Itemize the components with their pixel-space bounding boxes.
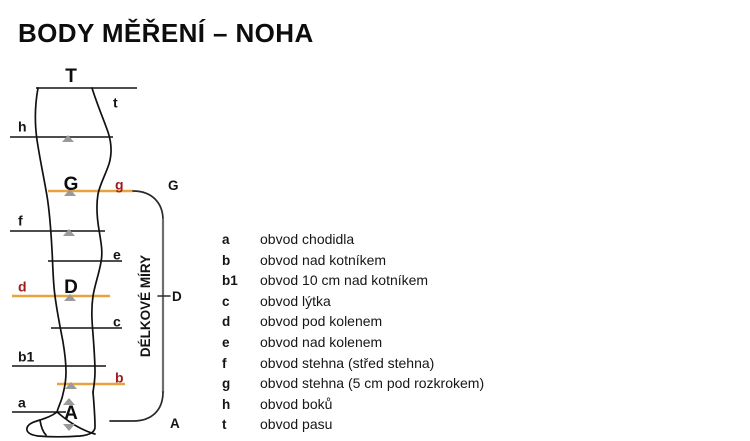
label-t: t <box>113 95 118 111</box>
legend-row: g obvod stehna (5 cm pod rozkrokem) <box>222 375 522 396</box>
legend-desc-b: obvod nad kotníkem <box>260 251 387 268</box>
bracket-labels: G D A <box>168 178 182 431</box>
marker-triangle-d <box>64 294 76 301</box>
label-g: g <box>115 177 124 193</box>
marker-triangle-g <box>64 189 76 196</box>
page-title: BODY MĚŘENÍ – NOHA <box>18 18 314 48</box>
inner-label-T: T <box>65 66 77 87</box>
inner-label-D: D <box>64 277 78 298</box>
legend-key-b1: b1 <box>222 273 238 289</box>
legend-key-b: b <box>222 252 231 268</box>
leg-outline-left <box>34 87 67 413</box>
bracket-label-G: G <box>168 178 179 193</box>
legend-row: c obvod lýtka <box>222 293 522 314</box>
leg-outline <box>26 87 112 438</box>
legend-row: d obvod pod kolenem <box>222 313 522 334</box>
legend-desc-d: obvod pod kolenem <box>260 313 383 330</box>
marker-triangle-b <box>65 382 77 389</box>
legend-desc-h: obvod boků <box>260 395 333 412</box>
legend-desc-g: obvod stehna (5 cm pod rozkrokem) <box>260 375 485 392</box>
legend-row: a obvod chodidla <box>222 231 522 252</box>
legend-desc-b1: obvod 10 cm nad kotníkem <box>260 272 429 289</box>
label-b: b <box>115 370 124 386</box>
label-e: e <box>113 247 121 263</box>
legend-key-t: t <box>222 417 227 433</box>
legend-desc-a: obvod chodidla <box>260 231 355 247</box>
toe-line <box>39 419 47 436</box>
marker-triangle-f <box>63 229 75 236</box>
legend-key-h: h <box>222 396 231 412</box>
legend-list: a obvod chodidla b obvod nad kotníkem b1 obvo… <box>222 231 522 437</box>
legend-key-g: g <box>222 376 231 392</box>
left-labels: h f d b1 a <box>18 119 35 411</box>
legend-desc-e: obvod nad kolenem <box>260 333 383 350</box>
legend-key-e: e <box>222 334 230 350</box>
bracket-label-A: A <box>170 416 180 431</box>
legend-desc-f: obvod stehna (střed stehna) <box>260 354 435 371</box>
bracket-label-D: D <box>172 289 182 304</box>
legend-key-c: c <box>222 293 230 309</box>
legend-desc-c: obvod lýtka <box>260 292 331 309</box>
legend-row: h obvod boků <box>222 396 522 417</box>
inner-labels: T G D A <box>64 66 79 424</box>
bracket-top-curve <box>132 190 164 221</box>
leg-outline-right <box>91 87 112 393</box>
length-measure-bracket <box>109 190 171 422</box>
marker-triangle-a-down <box>63 424 75 431</box>
bracket-caption: DÉLKOVÉ MÍRY <box>138 255 153 357</box>
bracket-bottom-curve <box>109 391 164 422</box>
marker-triangle-a-up <box>63 398 75 405</box>
label-f: f <box>18 213 23 229</box>
direction-markers <box>62 135 77 431</box>
legend-key-f: f <box>222 355 227 371</box>
legend-row: b obvod nad kotníkem <box>222 252 522 273</box>
inner-label-A: A <box>64 403 78 424</box>
label-d: d <box>18 279 27 295</box>
label-c: c <box>113 314 121 330</box>
right-labels: t g e c b <box>113 95 124 386</box>
label-b1: b1 <box>18 349 35 365</box>
instep-line <box>56 411 96 435</box>
label-h: h <box>18 119 27 135</box>
legend-row: b1 obvod 10 cm nad kotníkem <box>222 272 522 293</box>
legend-row: f obvod stehna (střed stehna) <box>222 355 522 376</box>
legend-key-d: d <box>222 314 231 330</box>
legend-row: e obvod nad kolenem <box>222 334 522 355</box>
label-a: a <box>18 395 26 411</box>
legend-key-a: a <box>222 232 230 247</box>
legend-desc-t: obvod pasu <box>260 416 333 433</box>
legend-row: t obvod pasu <box>222 416 522 437</box>
marker-triangle-h <box>62 135 74 142</box>
inner-label-G: G <box>64 174 79 195</box>
